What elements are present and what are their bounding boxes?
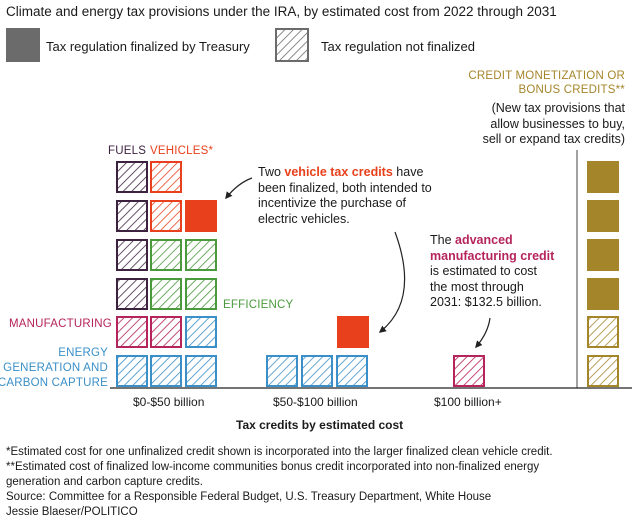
fuels-label: FUELS (108, 145, 147, 157)
legend-not-finalized-label: Tax regulation not finalized (321, 39, 475, 54)
credit-monetization-note: (New tax provisions that allow businesse… (483, 101, 625, 148)
manufacturing-annotation-line: 2031: $132.5 billion. (430, 295, 542, 309)
energy-label: ENERGY GENERATION AND CARBON CAPTURE (0, 346, 108, 391)
manufacturing-annotation-highlight: advanced (455, 233, 513, 247)
credit-monetization-unfinalized-box (587, 355, 619, 387)
energy-credit-box (150, 355, 182, 387)
vehicle-annotation-line: electric vehicles. (258, 211, 350, 226)
advanced-manufacturing-credit-box (453, 355, 485, 387)
efficiency-credit-box (150, 278, 182, 310)
vehicle-annotation-line: been finalized, both intended to (258, 180, 432, 195)
energy-credit-box (336, 355, 368, 387)
footnote-vehicles: *Estimated cost for one unfinalized cred… (6, 446, 553, 458)
manufacturing-annotation-line: is estimated to cost (430, 264, 537, 278)
vehicle-annotation-highlight: vehicle tax credits (284, 165, 393, 179)
energy-credit-box (116, 355, 148, 387)
efficiency-label: EFFICIENCY (223, 299, 294, 311)
axis-tick-label: $100 billion+ (434, 395, 502, 409)
efficiency-credit-box (150, 239, 182, 271)
energy-credit-box (185, 316, 217, 348)
credit-monetization-label-line: BONUS CREDITS** (518, 84, 625, 96)
axis-tick-label: $0-$50 billion (133, 395, 205, 409)
credit-monetization-finalized-box (587, 239, 619, 271)
footnote-bonus-credits-cont: generation and carbon capture credits. (6, 476, 203, 488)
vehicle-arrow (225, 177, 253, 200)
vehicles-finalized-box (337, 316, 369, 348)
fuels-credit-box (116, 200, 148, 232)
vehicles-credit-box (150, 200, 182, 232)
manufacturing-arrow (475, 317, 491, 349)
vehicle-annotation-text: have (392, 165, 424, 179)
fuels-credit-box (116, 278, 148, 310)
energy-credit-box (266, 355, 298, 387)
legend-not-finalized-swatch (275, 28, 309, 62)
energy-label-line: CARBON CAPTURE (0, 377, 108, 389)
chart-title: Climate and energy tax provisions under … (6, 4, 557, 19)
manufacturing-credit-box (150, 316, 182, 348)
source-line: Source: Committee for a Responsible Fede… (6, 491, 492, 503)
credit-monetization-unfinalized-box (587, 316, 619, 348)
footer-notes: *Estimated cost for one unfinalized cred… (6, 445, 634, 520)
manufacturing-annotation: The advanced manufacturing credit is est… (430, 233, 554, 311)
vehicle-annotation-line: Two vehicle tax credits have (258, 165, 432, 181)
manufacturing-annotation-text: The (430, 233, 456, 247)
credit-monetization-finalized-box (587, 200, 619, 232)
energy-label-line: ENERGY (58, 347, 108, 359)
manufacturing-annotation-line: The advanced (430, 233, 554, 249)
manufacturing-label: MANUFACTURING (9, 318, 112, 330)
vehicles-finalized-box (185, 200, 217, 232)
legend-finalized-label: Tax regulation finalized by Treasury (46, 39, 250, 54)
efficiency-credit-box (185, 239, 217, 271)
vehicles-label: VEHICLES* (150, 145, 214, 157)
energy-credit-box (301, 355, 333, 387)
fuels-credit-box (116, 239, 148, 271)
axis-title: Tax credits by estimated cost (236, 418, 404, 432)
vehicle-arrow (378, 231, 406, 333)
credit-monetization-label-line: CREDIT MONETIZATION OR (468, 70, 625, 82)
legend-finalized-swatch (6, 28, 40, 62)
credit-monetization-note-line: sell or expand tax credits) (482, 132, 625, 146)
energy-credit-box (185, 355, 217, 387)
efficiency-credit-box (185, 278, 217, 310)
footnote-bonus-credits: **Estimated cost of finalized low-income… (6, 461, 540, 473)
credit-monetization-note-line: (New tax provisions that (491, 101, 625, 115)
vehicle-annotation-line: incentivize the purchase of (258, 196, 407, 210)
manufacturing-annotation-highlight: manufacturing credit (430, 248, 555, 263)
credit-monetization-finalized-box (587, 278, 619, 310)
fuels-credit-box (116, 161, 148, 193)
axis-tick-label: $50-$100 billion (273, 395, 358, 409)
credit-monetization-note-line: allow businesses to buy, (490, 116, 625, 131)
energy-label-line: GENERATION AND (3, 362, 108, 374)
credit-monetization-finalized-box (587, 161, 619, 193)
credit-line: Jessie Blaeser/POLITICO (6, 506, 138, 518)
credit-monetization-label: CREDIT MONETIZATION OR BONUS CREDITS** (468, 69, 625, 97)
vehicle-annotation: Two vehicle tax credits have been finali… (258, 165, 432, 227)
vehicles-credit-box (150, 161, 182, 193)
manufacturing-annotation-line: the most through (430, 279, 524, 294)
manufacturing-credit-box (116, 316, 148, 348)
vehicle-annotation-text: Two (258, 165, 285, 179)
